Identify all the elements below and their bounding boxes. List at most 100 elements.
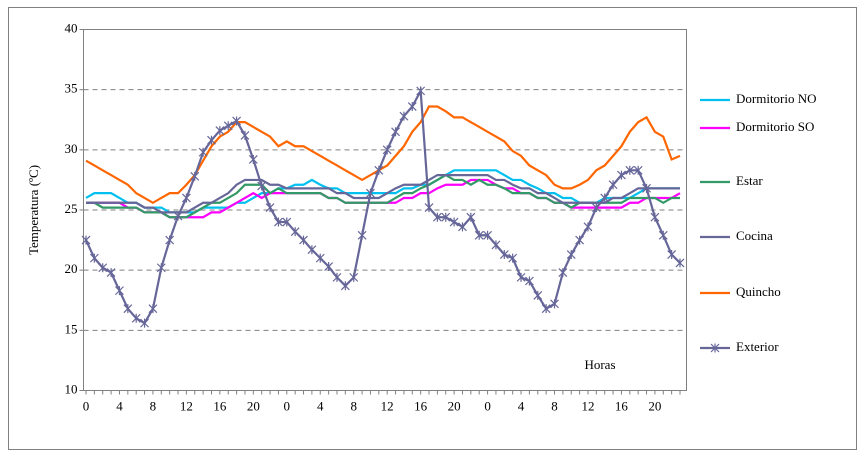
data-point <box>432 212 442 222</box>
x-tick-label: 12 <box>581 398 594 413</box>
data-point <box>81 235 91 245</box>
data-point <box>600 193 610 203</box>
data-point <box>642 183 651 193</box>
data-point <box>366 188 375 198</box>
x-tick-label: 8 <box>551 398 558 413</box>
legend-label: Dormitorio SO <box>736 119 814 134</box>
data-point <box>591 203 601 213</box>
data-point <box>299 235 308 245</box>
y-tick-label: 20 <box>65 261 78 276</box>
y-axis-label: Temperatura (ºC) <box>26 165 41 255</box>
annotation: Horas <box>584 357 615 372</box>
data-point <box>575 235 585 245</box>
data-point <box>89 253 99 263</box>
data-point <box>617 170 626 180</box>
data-point <box>407 102 417 112</box>
data-point <box>550 299 559 309</box>
x-tick-label: 16 <box>414 398 428 413</box>
data-point <box>282 217 292 227</box>
data-point <box>541 304 551 314</box>
data-point <box>265 203 275 213</box>
x-tick-label: 12 <box>180 398 193 413</box>
y-tick-label: 10 <box>65 381 78 396</box>
x-tick-label: 20 <box>448 398 461 413</box>
data-point <box>391 127 400 137</box>
data-point <box>558 268 568 278</box>
data-point <box>357 230 367 240</box>
x-tick-label: 8 <box>350 398 357 413</box>
data-point <box>315 253 325 263</box>
y-tick-label: 25 <box>65 201 78 216</box>
data-point <box>483 230 493 240</box>
data-point <box>583 222 593 232</box>
data-point <box>658 230 668 240</box>
data-point <box>508 253 518 263</box>
y-tick-label: 30 <box>65 141 78 156</box>
data-point <box>524 276 534 286</box>
x-tick-label: 4 <box>116 398 123 413</box>
data-point <box>232 116 242 126</box>
data-point <box>165 235 175 245</box>
data-point <box>424 203 434 213</box>
x-tick-label: 16 <box>213 398 227 413</box>
x-tick-label: 0 <box>83 398 90 413</box>
legend-marker <box>710 343 720 353</box>
data-point <box>491 240 501 250</box>
legend-label: Quincho <box>736 284 781 299</box>
data-point <box>608 180 618 190</box>
data-point <box>458 222 467 232</box>
data-point <box>140 318 149 328</box>
data-point <box>650 212 660 222</box>
data-point <box>466 212 476 222</box>
data-point <box>207 135 216 145</box>
data-point <box>106 268 116 278</box>
y-tick-label: 15 <box>65 321 78 336</box>
data-point <box>248 154 258 164</box>
data-point <box>633 165 643 175</box>
data-point <box>399 111 409 121</box>
data-point <box>449 217 459 227</box>
x-tick-label: 16 <box>615 398 629 413</box>
data-point <box>115 286 124 296</box>
data-point <box>324 262 334 272</box>
data-point <box>173 211 183 221</box>
data-point <box>332 272 342 282</box>
data-point <box>181 193 191 203</box>
x-tick-label: 12 <box>381 398 394 413</box>
data-point <box>625 165 635 175</box>
data-point <box>533 290 543 300</box>
x-tick-label: 4 <box>317 398 324 413</box>
data-point <box>198 147 208 157</box>
y-tick-label: 35 <box>65 81 78 96</box>
x-tick-label: 20 <box>648 398 661 413</box>
data-point <box>257 181 267 191</box>
x-tick-label: 0 <box>484 398 491 413</box>
data-point <box>156 263 166 273</box>
data-point <box>667 250 677 260</box>
data-point <box>516 272 526 282</box>
data-point <box>240 130 250 140</box>
data-point <box>131 313 141 323</box>
data-point <box>566 250 576 260</box>
data-point <box>98 263 108 273</box>
data-point <box>382 145 392 155</box>
data-point <box>374 165 384 175</box>
data-point <box>416 86 426 96</box>
data-point <box>148 304 158 314</box>
x-tick-label: 4 <box>518 398 525 413</box>
x-tick-label: 8 <box>150 398 157 413</box>
data-point <box>474 230 484 240</box>
data-point <box>123 304 133 314</box>
data-point <box>290 227 300 237</box>
data-point <box>441 212 451 222</box>
data-point <box>223 121 233 131</box>
data-point <box>273 217 283 227</box>
data-point <box>215 126 225 136</box>
series-line <box>85 105 681 205</box>
data-point <box>349 272 359 282</box>
x-tick-label: 0 <box>284 398 291 413</box>
data-point <box>499 250 509 260</box>
legend-label: Dormitorio NO <box>736 91 817 106</box>
legend-label: Exterior <box>736 339 779 354</box>
